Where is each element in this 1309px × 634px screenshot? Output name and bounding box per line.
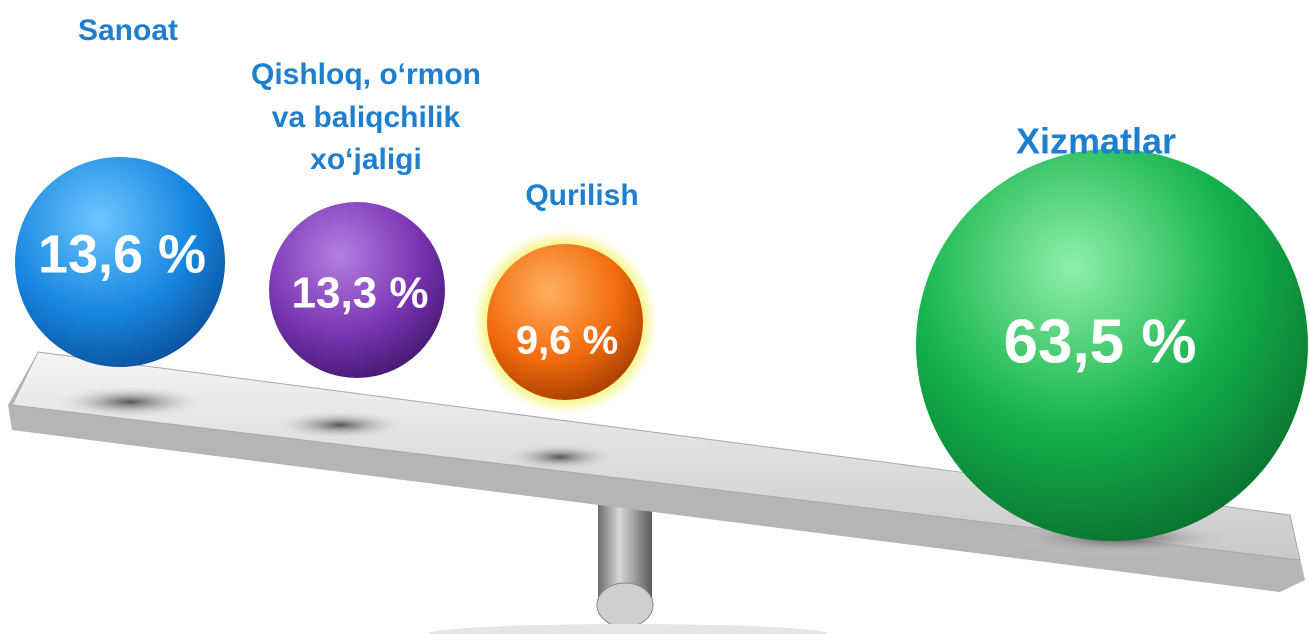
sector-label: Qurilish [525,179,638,212]
fulcrum [428,500,828,634]
sphere [487,244,643,400]
sector-label: Sanoat [78,14,178,47]
sphere [269,202,445,378]
sector-label: va baliqchilik [272,101,461,134]
sector-label: xo‘jaligi [310,143,422,176]
value-label: 13,3 % [292,269,429,318]
value-label: 9,6 % [516,319,618,363]
plank [8,351,1305,592]
value-label: 63,5 % [1003,307,1196,376]
sphere [15,157,225,367]
sector-label: Qishloq, o‘rmon [251,58,481,91]
sector-label: Xizmatlar [1016,121,1176,162]
value-label: 13,6 % [38,224,206,284]
sphere [916,149,1308,541]
